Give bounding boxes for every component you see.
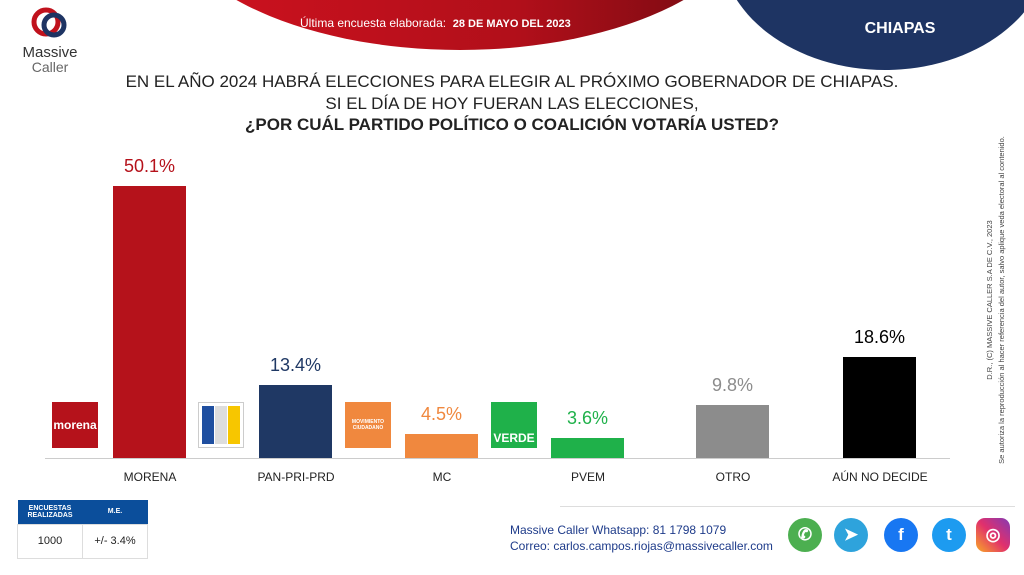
question-line1: EN EL AÑO 2024 HABRÁ ELECCIONES PARA ELE…: [125, 72, 899, 91]
bar-5: [843, 357, 916, 458]
logo-mark-icon: [31, 7, 67, 38]
bar-0: [113, 186, 186, 458]
mc-logo: MOVIMIENTO CIUDADANO: [345, 402, 391, 448]
chart-baseline: [45, 458, 950, 459]
massive-caller-logo: Massive Caller: [14, 6, 86, 74]
stats-header-margin: M.E.: [82, 500, 148, 524]
survey-date: Última encuesta elaborada: 28 DE MAYO DE…: [300, 16, 571, 30]
whatsapp-icon[interactable]: ✆: [788, 518, 822, 552]
state-name: CHIAPAS: [864, 20, 936, 37]
bar-value-label: 50.1%: [123, 156, 176, 176]
copyright-notice: D.R., (C) MASSIVE CALLER S.A DE C.V., 20…: [985, 110, 1015, 490]
verde-logo: VERDE: [491, 402, 537, 448]
survey-stats-table: ENCUESTAS REALIZADAS M.E. 1000 +/- 3.4%: [17, 500, 148, 559]
bar-3: [551, 438, 624, 458]
brand-line2: Caller: [31, 59, 69, 75]
copyright-line2: Se autoriza la reproducción al hacer ref…: [997, 136, 1006, 464]
survey-label: Última encuesta elaborada:: [300, 16, 447, 30]
twitter-icon[interactable]: t: [932, 518, 966, 552]
bar-value-label: 18.6%: [853, 327, 906, 348]
bar-4: [696, 404, 769, 458]
instagram-icon[interactable]: ◎: [976, 518, 1010, 552]
contact-info: Massive Caller Whatsapp: 81 1798 1079 Co…: [510, 522, 773, 554]
bar-value-label: 4.5%: [420, 403, 463, 424]
contact-whatsapp: Massive Caller Whatsapp: 81 1798 1079: [510, 523, 727, 537]
category-label: PAN-PRI-PRD: [257, 470, 335, 484]
category-label: MORENA: [123, 470, 177, 484]
brand-line1: Massive: [22, 44, 78, 61]
morena-logo: morena: [52, 402, 98, 448]
copyright-line1: D.R., (C) MASSIVE CALLER S.A DE C.V., 20…: [985, 220, 994, 380]
stats-surveys-value: 1000: [17, 523, 83, 559]
category-label: MC: [432, 470, 452, 484]
bar-value-label: 13.4%: [269, 355, 322, 376]
bar-value-label: 3.6%: [566, 408, 609, 429]
bar-2: [405, 433, 478, 458]
stats-header-surveys: ENCUESTAS REALIZADAS: [17, 500, 83, 524]
category-label: OTRO: [715, 470, 751, 484]
facebook-icon[interactable]: f: [884, 518, 918, 552]
question-line2: SI EL DÍA DE HOY FUERAN LAS ELECCIONES,: [325, 94, 699, 113]
stats-margin-value: +/- 3.4%: [82, 523, 148, 559]
question-line3: ¿POR CUÁL PARTIDO POLÍTICO O COALICIÓN V…: [245, 115, 779, 134]
bar-value-label: 9.8%: [711, 374, 754, 395]
bar-1: [259, 385, 332, 458]
pan-pri-prd-logo: [198, 402, 244, 448]
category-label: AÚN NO DECIDE: [832, 470, 928, 484]
contact-email[interactable]: Correo: carlos.campos.riojas@massivecall…: [510, 539, 773, 553]
telegram-icon[interactable]: ➤: [834, 518, 868, 552]
category-label: PVEM: [570, 470, 605, 484]
survey-date-value: 28 DE MAYO DEL 2023: [452, 18, 571, 30]
footer-divider: [560, 506, 1015, 507]
